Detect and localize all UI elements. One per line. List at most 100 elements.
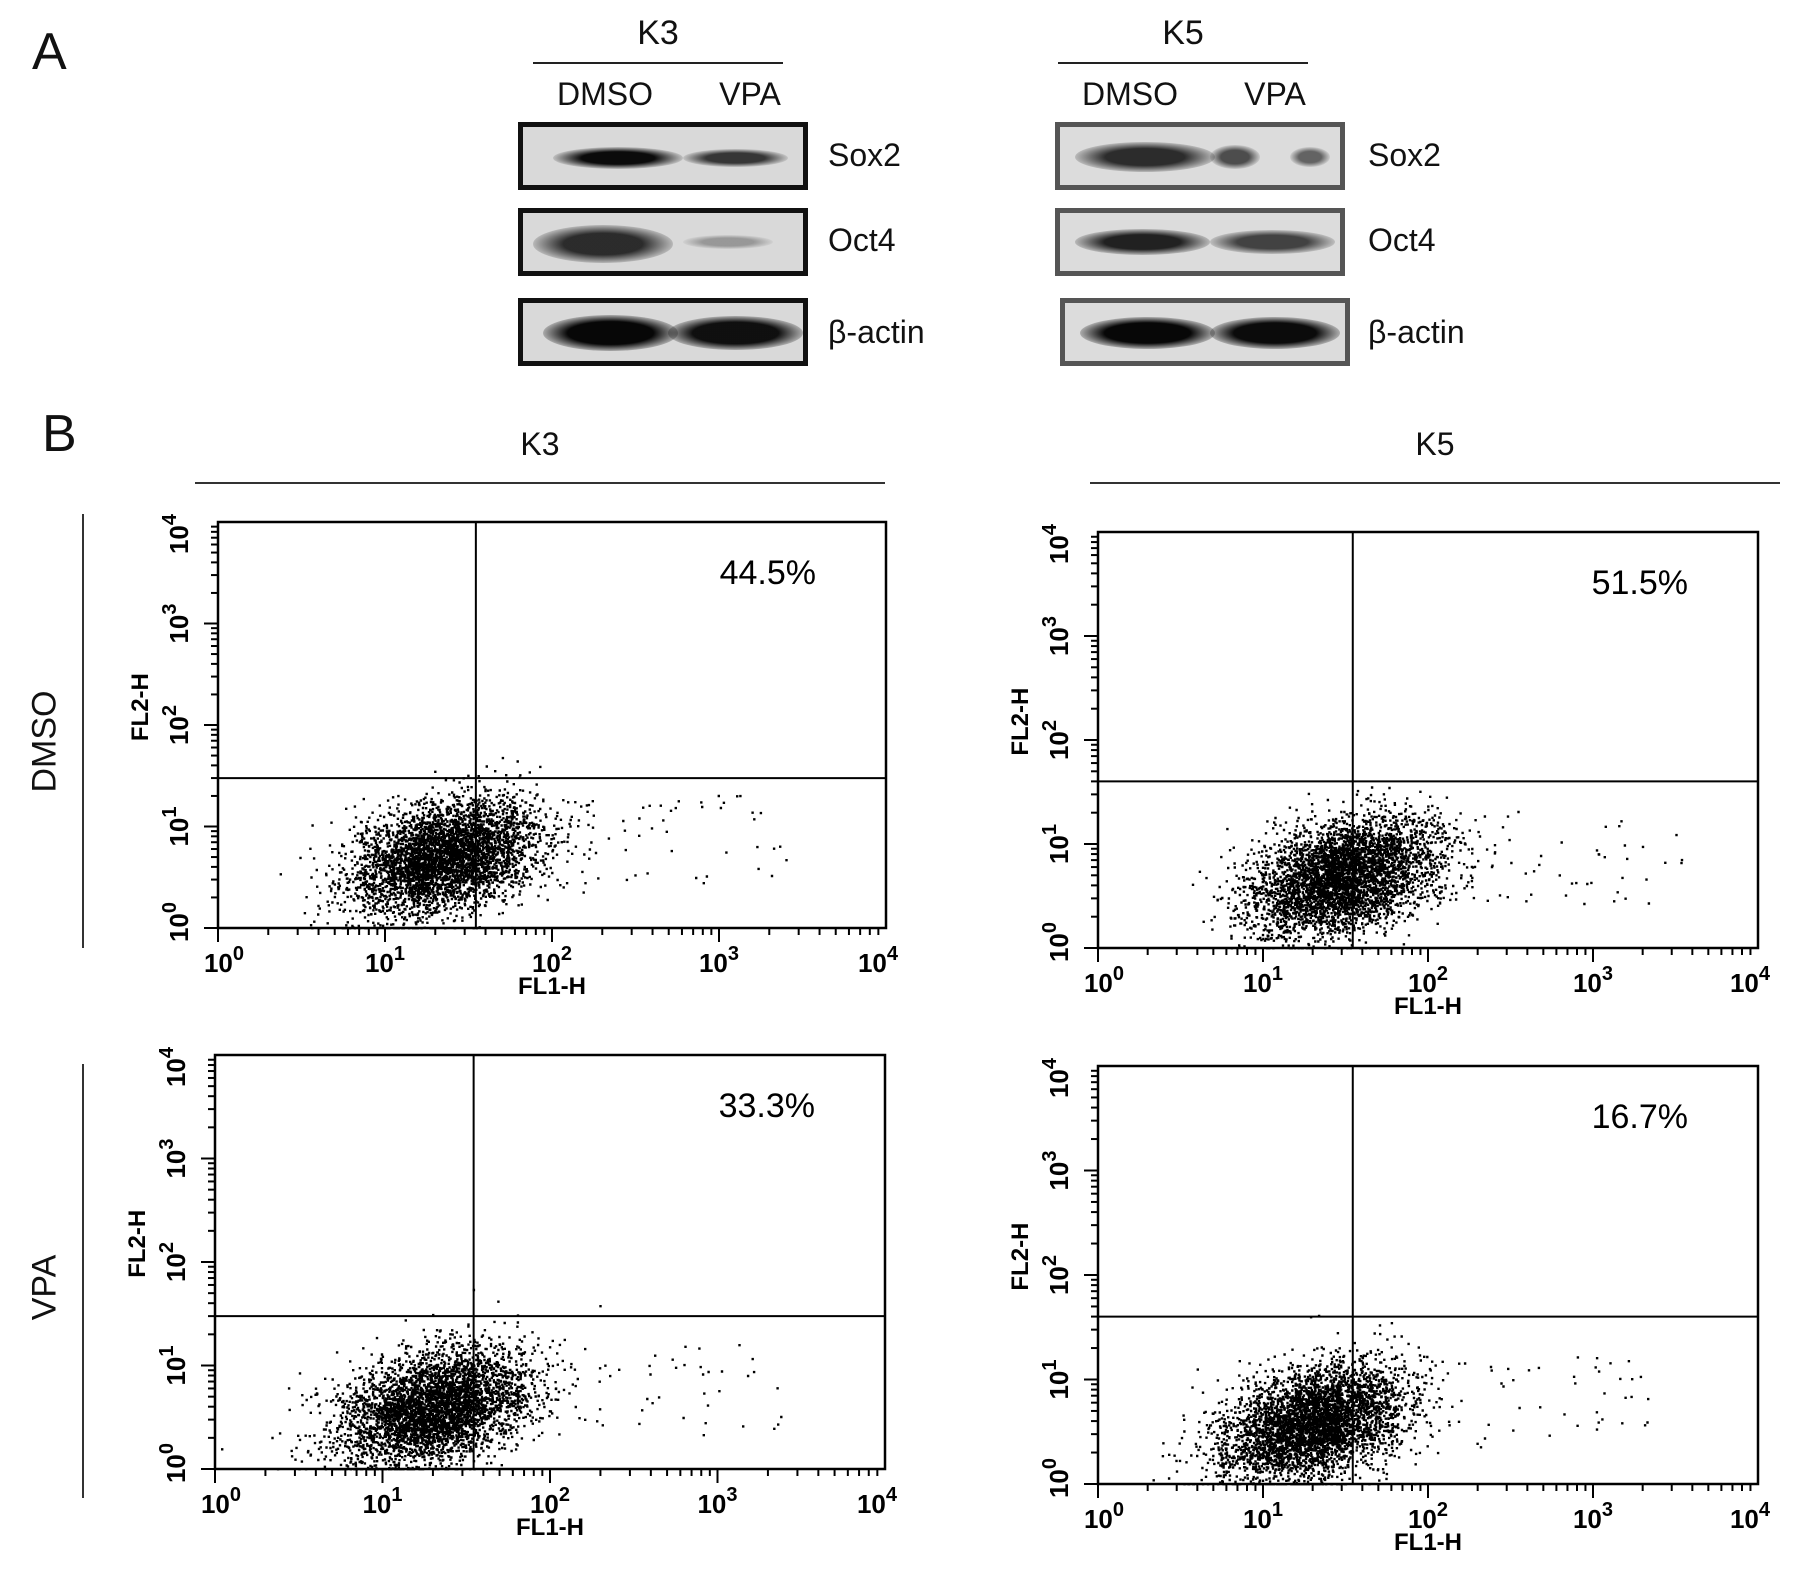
x-axis-label: FL1-H (518, 973, 586, 1000)
y-tick-label: 104 (159, 513, 194, 554)
wb-k3-sox2-label: Sox2 (828, 137, 901, 173)
y-tick-label: 103 (159, 603, 194, 643)
x-tick-label: 101 (365, 943, 405, 978)
wb-k3-title: K3 (637, 14, 679, 52)
x-tick-label: 100 (201, 1484, 241, 1519)
quadrant-percentage: 16.7% (1592, 1098, 1688, 1136)
column-title-k5: K5 (1415, 426, 1455, 462)
band (683, 149, 788, 167)
band (1080, 317, 1215, 349)
column-title-k3: K3 (520, 426, 560, 462)
row-rule-vpa (82, 1064, 84, 1498)
band (543, 315, 678, 351)
x-tick-label: 101 (1243, 963, 1283, 998)
x-tick-label: 103 (699, 943, 739, 978)
y-tick-label: 102 (1039, 720, 1074, 760)
x-tick-label: 103 (1573, 963, 1613, 998)
y-tick-label: 102 (159, 705, 194, 745)
x-tick-label: 104 (1730, 1499, 1771, 1534)
column-rule-k5 (1090, 482, 1780, 484)
wb-k3-oct4-blot (518, 208, 808, 276)
y-tick-label: 104 (156, 1046, 191, 1087)
band (1210, 317, 1340, 349)
x-tick-label: 104 (1730, 963, 1771, 998)
wb-k3-actin-label: β-actin (828, 314, 925, 350)
band (1075, 142, 1215, 172)
flow-plot-k3-vpa: 100 101 102 103 104 100 101 102 103 104 FL1-H FL2-H… (124, 1046, 898, 1541)
wb-k5-actin-label: β-actin (1368, 314, 1465, 350)
band (553, 147, 683, 169)
wb-k5-actin-blot (1060, 298, 1350, 366)
y-tick-label: 101 (1039, 824, 1074, 864)
event-dots (1191, 786, 1684, 950)
event-dots (1152, 1314, 1650, 1486)
x-tick-label: 100 (1084, 1499, 1124, 1534)
y-tick-label: 101 (1039, 1359, 1074, 1399)
band (1290, 147, 1330, 167)
flow-plot-k3-dmso: 100 101 102 103 104 100 101 102 103 104 FL1-H FL2-H… (127, 513, 899, 1000)
wb-k3-sox2-blot (518, 122, 808, 190)
y-axis-label: FL2-H (1007, 688, 1034, 756)
y-tick-label: 103 (1039, 616, 1074, 656)
y-tick-label: 104 (1039, 523, 1074, 564)
x-tick-label: 102 (1408, 1499, 1448, 1534)
flow-plot-k5-dmso: 100 101 102 103 104 100 101 102 103 104 FL1-H FL2-H… (1007, 523, 1771, 1020)
wb-k5-sox2-label: Sox2 (1368, 137, 1441, 173)
y-tick-label: 102 (156, 1242, 191, 1282)
wb-k5-sox2-blot (1055, 122, 1345, 190)
y-tick-label: 103 (1039, 1150, 1074, 1190)
x-axis-label: FL1-H (1394, 1529, 1462, 1556)
y-tick-label: 102 (1039, 1255, 1074, 1295)
event-dots (279, 756, 788, 930)
quadrant-percentage: 44.5% (720, 554, 816, 592)
band (1075, 229, 1210, 255)
wb-k5-title: K5 (1162, 14, 1204, 52)
y-tick-label: 100 (1039, 922, 1074, 962)
x-tick-label: 104 (857, 1484, 898, 1519)
band (1210, 230, 1335, 254)
x-tick-label: 102 (530, 1484, 570, 1519)
y-tick-label: 101 (159, 806, 194, 846)
event-dots (221, 1288, 783, 1471)
x-tick-label: 101 (1243, 1499, 1283, 1534)
wb-k3-rule (533, 62, 783, 64)
x-tick-label: 103 (697, 1484, 737, 1519)
y-axis-label: FL2-H (124, 1210, 151, 1278)
quadrant-percentage: 51.5% (1592, 564, 1688, 602)
row-rule-dmso (82, 514, 84, 948)
y-tick-label: 103 (156, 1138, 191, 1178)
wb-k5-oct4-label: Oct4 (1368, 222, 1436, 258)
x-tick-label: 100 (1084, 963, 1124, 998)
wb-k5-lane-dmso: DMSO (1082, 76, 1178, 112)
panel-b-letter: B (42, 405, 77, 463)
y-axis-label: FL2-H (1007, 1223, 1034, 1291)
wb-k3-actin-blot (518, 298, 808, 366)
wb-k5-oct4-blot (1055, 208, 1345, 276)
quadrant-percentage: 33.3% (719, 1087, 815, 1125)
x-tick-label: 102 (1408, 963, 1448, 998)
y-tick-label: 100 (156, 1443, 191, 1483)
column-rule-k3 (195, 482, 885, 484)
band (533, 225, 673, 263)
band (1210, 145, 1260, 169)
flow-plot-k5-vpa: 100 101 102 103 104 100 101 102 103 104 FL1-H FL2-H… (1007, 1057, 1771, 1556)
x-tick-label: 102 (532, 943, 572, 978)
wb-k3-lane-vpa: VPA (719, 76, 781, 112)
y-tick-label: 101 (156, 1345, 191, 1385)
wb-k3-lane-dmso: DMSO (557, 76, 653, 112)
y-tick-label: 100 (1039, 1458, 1074, 1498)
band (683, 235, 773, 249)
wb-k5-lane-vpa: VPA (1244, 76, 1306, 112)
wb-k3-oct4-label: Oct4 (828, 222, 896, 258)
y-axis-label: FL2-H (127, 673, 154, 741)
panel-a-letter: A (32, 23, 67, 81)
y-tick-label: 104 (1039, 1057, 1074, 1098)
x-axis-label: FL1-H (516, 1514, 584, 1541)
wb-k5-rule (1058, 62, 1308, 64)
x-tick-label: 104 (858, 943, 899, 978)
x-tick-label: 103 (1573, 1499, 1613, 1534)
band (668, 316, 803, 350)
x-axis-label: FL1-H (1394, 993, 1462, 1020)
x-tick-label: 100 (204, 943, 244, 978)
